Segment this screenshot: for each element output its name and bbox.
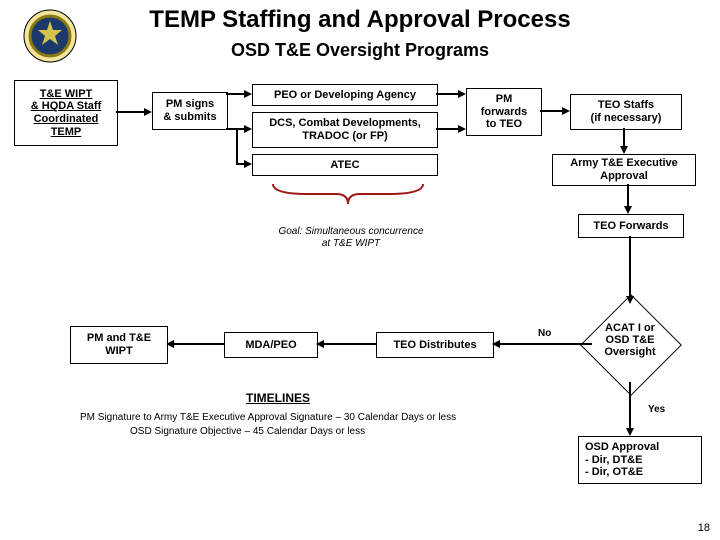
box-teo-dist: TEO Distributes — [376, 332, 494, 358]
box-pm-te-wipt-text: PM and T&EWIPT — [87, 332, 151, 357]
box-mda-peo: MDA/PEO — [224, 332, 318, 358]
page-title: TEMP Staffing and Approval Process — [0, 6, 720, 34]
goal-text: Goal: Simultaneous concurrenceat T&E WIP… — [256, 226, 446, 249]
box-dcs: DCS, Combat Developments,TRADOC (or FP) — [252, 112, 438, 148]
arrow — [436, 128, 460, 130]
arrow-head — [166, 340, 174, 348]
arrow-head — [316, 340, 324, 348]
arrow — [236, 128, 238, 164]
timelines-header: TIMELINES — [246, 392, 310, 406]
box-peo: PEO or Developing Agency — [252, 84, 438, 106]
box-pm-signs-text: PM signs& submits — [163, 98, 216, 123]
decision-yes-label: Yes — [648, 404, 665, 416]
timelines-line1: PM Signature to Army T&E Executive Appro… — [80, 412, 550, 424]
arrow — [500, 343, 592, 345]
box-teo-forwards: TEO Forwards — [578, 214, 684, 238]
arrow-head — [562, 107, 570, 115]
box-osd-approval-text: OSD Approval- Dir, DT&E- Dir, OT&E — [585, 441, 659, 479]
arrow-head — [244, 125, 252, 133]
box-pm-forwards: PMforwardsto TEO — [466, 88, 542, 136]
arrow — [174, 343, 224, 345]
arrow-head — [492, 340, 500, 348]
box-army-te: Army T&E ExecutiveApproval — [552, 154, 696, 186]
arrow-head — [244, 160, 252, 168]
page-subtitle: OSD T&E Oversight Programs — [0, 40, 720, 61]
arrow-head — [458, 125, 466, 133]
arrow — [116, 111, 146, 113]
box-atec: ATEC — [252, 154, 438, 176]
arrow — [629, 236, 631, 298]
box-mda-peo-text: MDA/PEO — [245, 339, 296, 352]
arrow — [629, 382, 631, 430]
brace-icon — [268, 178, 428, 210]
page-number: 18 — [698, 522, 710, 534]
box-pm-forwards-text: PMforwardsto TEO — [481, 93, 527, 131]
arrow — [623, 128, 625, 148]
arrow-head — [144, 108, 152, 116]
box-pm-signs: PM signs& submits — [152, 92, 228, 130]
arrow — [540, 110, 564, 112]
decision-diamond-label: ACAT I orOSD T&EOversight — [588, 322, 672, 358]
box-te-wipt-text: T&E WIPT& HQDA StaffCoordinatedTEMP — [31, 88, 101, 139]
arrow — [324, 343, 376, 345]
arrow — [436, 93, 460, 95]
timelines-line2: OSD Signature Objective – 45 Calendar Da… — [130, 426, 550, 438]
arrow-head — [626, 296, 634, 304]
decision-no-label: No — [538, 328, 551, 340]
box-te-wipt: T&E WIPT& HQDA StaffCoordinatedTEMP — [14, 80, 118, 146]
box-atec-text: ATEC — [330, 159, 359, 172]
arrow-head — [458, 90, 466, 98]
box-army-te-text: Army T&E ExecutiveApproval — [570, 157, 678, 182]
arrow-head — [620, 146, 628, 154]
arrow — [627, 184, 629, 208]
arrow — [226, 93, 246, 95]
arrow-head — [244, 90, 252, 98]
box-teo-forwards-text: TEO Forwards — [593, 220, 668, 233]
box-pm-te-wipt: PM and T&EWIPT — [70, 326, 168, 364]
box-peo-text: PEO or Developing Agency — [274, 89, 416, 102]
box-teo-staffs-text: TEO Staffs(if necessary) — [591, 99, 662, 124]
arrow-head — [624, 206, 632, 214]
arrow-head — [626, 428, 634, 436]
box-teo-staffs: TEO Staffs(if necessary) — [570, 94, 682, 130]
box-dcs-text: DCS, Combat Developments,TRADOC (or FP) — [269, 117, 421, 142]
box-teo-dist-text: TEO Distributes — [393, 339, 476, 352]
box-osd-approval: OSD Approval- Dir, DT&E- Dir, OT&E — [578, 436, 702, 484]
